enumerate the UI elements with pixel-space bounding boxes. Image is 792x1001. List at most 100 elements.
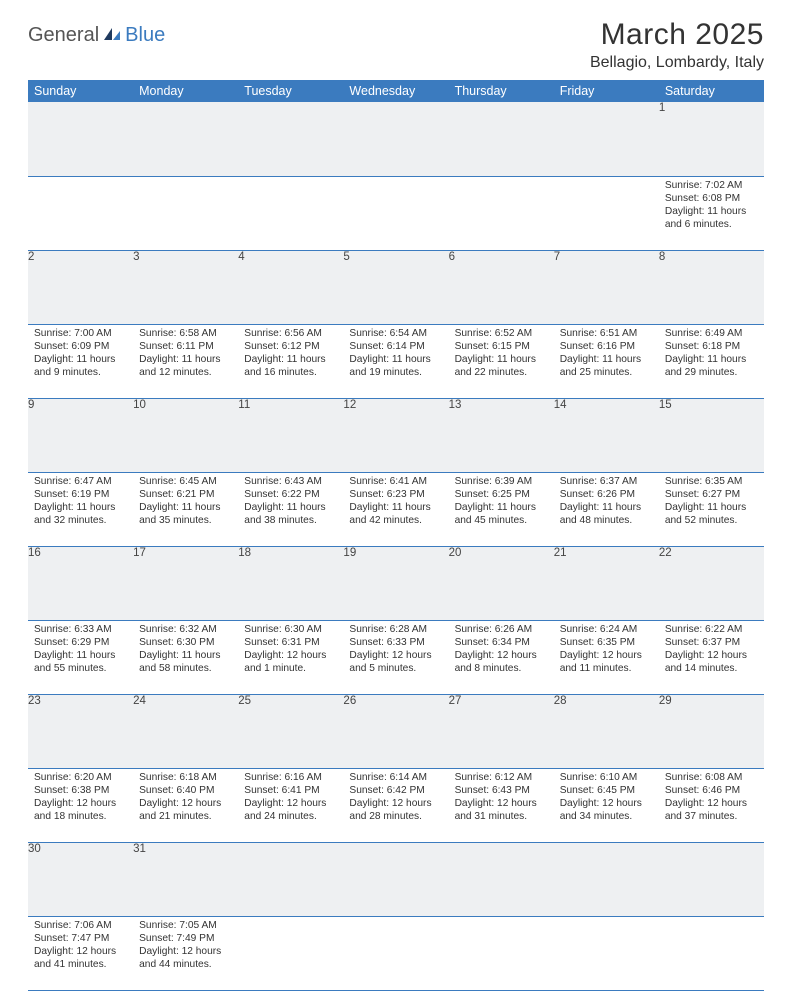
daynum-row: 23242526272829 — [28, 694, 764, 768]
day-details: Sunrise: 7:05 AMSunset: 7:49 PMDaylight:… — [133, 917, 238, 975]
day-cell: Sunrise: 6:14 AMSunset: 6:42 PMDaylight:… — [343, 768, 448, 842]
sunrise: Sunrise: 6:30 AM — [244, 623, 337, 636]
day-cell — [238, 176, 343, 250]
day-cell — [28, 176, 133, 250]
daylight: Daylight: 11 hours and 16 minutes. — [244, 353, 337, 379]
day-cell: Sunrise: 6:52 AMSunset: 6:15 PMDaylight:… — [449, 324, 554, 398]
month-title: March 2025 — [590, 18, 764, 52]
day-cell: Sunrise: 6:56 AMSunset: 6:12 PMDaylight:… — [238, 324, 343, 398]
daylight: Daylight: 11 hours and 9 minutes. — [34, 353, 127, 379]
sunset: Sunset: 6:19 PM — [34, 488, 127, 501]
sunset: Sunset: 6:31 PM — [244, 636, 337, 649]
day-number: 20 — [449, 546, 554, 620]
day-number — [343, 842, 448, 916]
daynum-row: 3031 — [28, 842, 764, 916]
day-details: Sunrise: 6:54 AMSunset: 6:14 PMDaylight:… — [343, 325, 448, 383]
day-cell: Sunrise: 6:49 AMSunset: 6:18 PMDaylight:… — [659, 324, 764, 398]
day-number: 1 — [659, 102, 764, 176]
col-thursday: Thursday — [449, 80, 554, 102]
day-details: Sunrise: 6:14 AMSunset: 6:42 PMDaylight:… — [343, 769, 448, 827]
sunset: Sunset: 6:34 PM — [455, 636, 548, 649]
day-details: Sunrise: 6:18 AMSunset: 6:40 PMDaylight:… — [133, 769, 238, 827]
day-number: 22 — [659, 546, 764, 620]
day-number — [238, 842, 343, 916]
day-number: 25 — [238, 694, 343, 768]
sunset: Sunset: 7:47 PM — [34, 932, 127, 945]
sunset: Sunset: 6:33 PM — [349, 636, 442, 649]
sunrise: Sunrise: 6:33 AM — [34, 623, 127, 636]
daylight: Daylight: 12 hours and 21 minutes. — [139, 797, 232, 823]
day-details: Sunrise: 6:08 AMSunset: 6:46 PMDaylight:… — [659, 769, 764, 827]
day-details: Sunrise: 6:26 AMSunset: 6:34 PMDaylight:… — [449, 621, 554, 679]
day-number: 10 — [133, 398, 238, 472]
col-tuesday: Tuesday — [238, 80, 343, 102]
day-details: Sunrise: 6:52 AMSunset: 6:15 PMDaylight:… — [449, 325, 554, 383]
day-number: 3 — [133, 250, 238, 324]
day-cell — [133, 176, 238, 250]
content-row: Sunrise: 7:00 AMSunset: 6:09 PMDaylight:… — [28, 324, 764, 398]
day-number: 28 — [554, 694, 659, 768]
daynum-row: 2345678 — [28, 250, 764, 324]
day-details: Sunrise: 6:39 AMSunset: 6:25 PMDaylight:… — [449, 473, 554, 531]
day-number: 8 — [659, 250, 764, 324]
day-number — [554, 102, 659, 176]
day-details: Sunrise: 6:16 AMSunset: 6:41 PMDaylight:… — [238, 769, 343, 827]
daylight: Daylight: 11 hours and 12 minutes. — [139, 353, 232, 379]
day-details: Sunrise: 6:35 AMSunset: 6:27 PMDaylight:… — [659, 473, 764, 531]
day-cell: Sunrise: 6:24 AMSunset: 6:35 PMDaylight:… — [554, 620, 659, 694]
day-cell — [554, 176, 659, 250]
day-details: Sunrise: 6:47 AMSunset: 6:19 PMDaylight:… — [28, 473, 133, 531]
day-cell: Sunrise: 6:28 AMSunset: 6:33 PMDaylight:… — [343, 620, 448, 694]
sunrise: Sunrise: 6:12 AM — [455, 771, 548, 784]
daylight: Daylight: 12 hours and 37 minutes. — [665, 797, 758, 823]
daylight: Daylight: 11 hours and 35 minutes. — [139, 501, 232, 527]
col-wednesday: Wednesday — [343, 80, 448, 102]
sunrise: Sunrise: 6:24 AM — [560, 623, 653, 636]
sunrise: Sunrise: 6:08 AM — [665, 771, 758, 784]
day-details: Sunrise: 6:24 AMSunset: 6:35 PMDaylight:… — [554, 621, 659, 679]
sunrise: Sunrise: 6:41 AM — [349, 475, 442, 488]
day-cell: Sunrise: 6:32 AMSunset: 6:30 PMDaylight:… — [133, 620, 238, 694]
sunrise: Sunrise: 6:37 AM — [560, 475, 653, 488]
day-cell: Sunrise: 6:22 AMSunset: 6:37 PMDaylight:… — [659, 620, 764, 694]
day-cell — [238, 916, 343, 990]
daylight: Daylight: 12 hours and 31 minutes. — [455, 797, 548, 823]
day-number: 12 — [343, 398, 448, 472]
sunset: Sunset: 6:16 PM — [560, 340, 653, 353]
sunset: Sunset: 6:11 PM — [139, 340, 232, 353]
col-friday: Friday — [554, 80, 659, 102]
day-cell: Sunrise: 6:30 AMSunset: 6:31 PMDaylight:… — [238, 620, 343, 694]
day-cell: Sunrise: 7:06 AMSunset: 7:47 PMDaylight:… — [28, 916, 133, 990]
day-number: 15 — [659, 398, 764, 472]
day-number: 23 — [28, 694, 133, 768]
logo-text-blue: Blue — [125, 24, 165, 47]
daylight: Daylight: 11 hours and 48 minutes. — [560, 501, 653, 527]
day-number: 26 — [343, 694, 448, 768]
content-row: Sunrise: 7:06 AMSunset: 7:47 PMDaylight:… — [28, 916, 764, 990]
daylight: Daylight: 11 hours and 52 minutes. — [665, 501, 758, 527]
day-number: 6 — [449, 250, 554, 324]
day-details: Sunrise: 6:12 AMSunset: 6:43 PMDaylight:… — [449, 769, 554, 827]
sunset: Sunset: 6:29 PM — [34, 636, 127, 649]
day-number: 18 — [238, 546, 343, 620]
sunrise: Sunrise: 6:10 AM — [560, 771, 653, 784]
daylight: Daylight: 11 hours and 19 minutes. — [349, 353, 442, 379]
logo-sail-icon — [102, 26, 122, 42]
sunset: Sunset: 6:08 PM — [665, 192, 758, 205]
daylight: Daylight: 12 hours and 5 minutes. — [349, 649, 442, 675]
sunrise: Sunrise: 7:00 AM — [34, 327, 127, 340]
calendar-table: Sunday Monday Tuesday Wednesday Thursday… — [28, 80, 764, 991]
day-cell: Sunrise: 6:18 AMSunset: 6:40 PMDaylight:… — [133, 768, 238, 842]
calendar-header-row: Sunday Monday Tuesday Wednesday Thursday… — [28, 80, 764, 102]
day-cell: Sunrise: 6:35 AMSunset: 6:27 PMDaylight:… — [659, 472, 764, 546]
daylight: Daylight: 12 hours and 24 minutes. — [244, 797, 337, 823]
day-cell: Sunrise: 7:05 AMSunset: 7:49 PMDaylight:… — [133, 916, 238, 990]
sunrise: Sunrise: 6:20 AM — [34, 771, 127, 784]
content-row: Sunrise: 6:47 AMSunset: 6:19 PMDaylight:… — [28, 472, 764, 546]
day-number: 5 — [343, 250, 448, 324]
day-details: Sunrise: 6:49 AMSunset: 6:18 PMDaylight:… — [659, 325, 764, 383]
daylight: Daylight: 12 hours and 41 minutes. — [34, 945, 127, 971]
sunrise: Sunrise: 6:54 AM — [349, 327, 442, 340]
day-number: 7 — [554, 250, 659, 324]
sunset: Sunset: 6:30 PM — [139, 636, 232, 649]
